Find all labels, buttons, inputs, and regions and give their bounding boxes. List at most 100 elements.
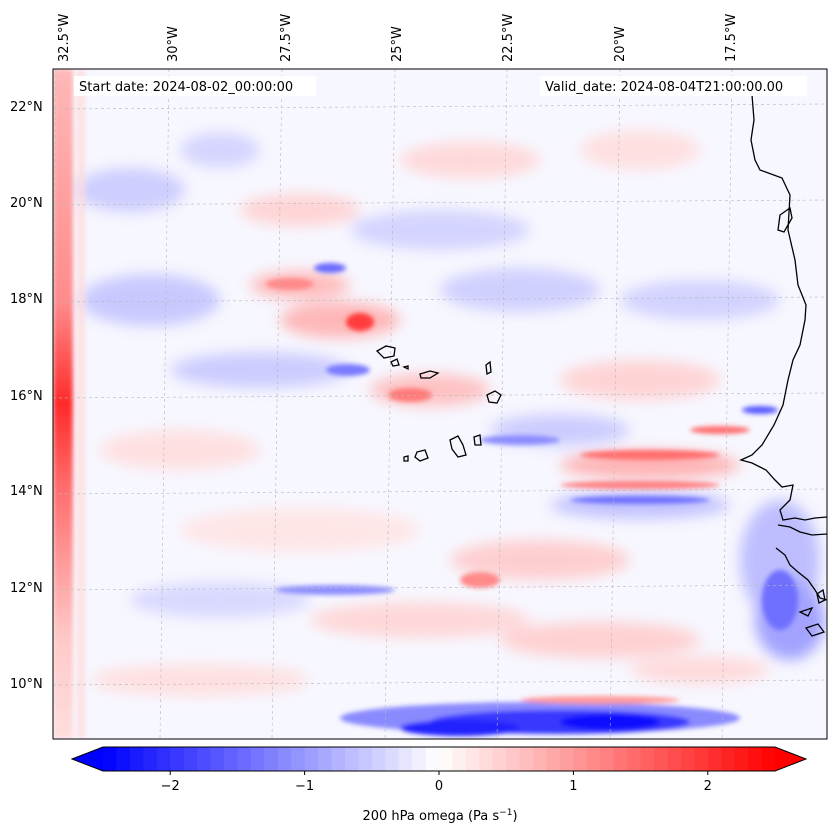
omega-patch xyxy=(400,142,540,178)
start-date-label: Start date: 2024-08-02_00:00:00 xyxy=(79,80,293,95)
colorbar-cell xyxy=(734,747,749,771)
colorbar-cell xyxy=(358,747,373,771)
colorbar-cell xyxy=(640,747,655,771)
lon-tick-label: 32.5°W xyxy=(57,14,72,62)
island-outline xyxy=(804,623,826,637)
omega-patch xyxy=(370,374,490,406)
lon-tick-label: 27.5°W xyxy=(279,14,294,62)
colorbar-cell xyxy=(197,747,212,771)
colorbar-cell xyxy=(654,747,669,771)
colorbar-cell xyxy=(183,747,198,771)
omega-patch xyxy=(130,582,310,618)
omega-patch xyxy=(580,130,700,170)
colorbar-cell xyxy=(559,747,574,771)
island-outline xyxy=(777,206,793,233)
lat-tick-label: 16°N xyxy=(10,389,43,404)
gambia-coastline xyxy=(777,524,827,536)
omega-streak xyxy=(480,435,560,445)
lon-tick-label: 20°W xyxy=(613,26,628,62)
colorbar-cell xyxy=(452,747,467,771)
colorbar-cell xyxy=(344,747,359,771)
omega-streak xyxy=(314,263,346,273)
omega-patch xyxy=(350,210,530,250)
lat-tick-label: 20°N xyxy=(10,196,43,211)
lat-tick-labels: 10°N 12°N 14°N 16°N 18°N 20°N 22°N xyxy=(10,100,43,692)
lon-tick-labels: 32.5°W 30°W 27.5°W 25°W 22.5°W 20°W 17.5… xyxy=(57,14,739,62)
omega-streak xyxy=(580,450,720,460)
island-brava xyxy=(403,455,409,462)
omega-streak xyxy=(388,388,432,402)
colorbar-cell xyxy=(116,747,131,771)
colorbar: −2 −1 0 1 2 200 hPa omega (Pa s−1) xyxy=(70,746,808,824)
omega-patch xyxy=(240,194,360,226)
omega-west-strip xyxy=(53,69,73,739)
colorbar-cell xyxy=(425,747,440,771)
colorbar-cell xyxy=(250,747,265,771)
lon-gridline xyxy=(271,69,283,739)
omega-streak xyxy=(560,481,720,489)
lon-gridline xyxy=(609,69,621,739)
colorbar-cell xyxy=(761,747,776,771)
omega-patch xyxy=(180,508,420,552)
omega-patch xyxy=(280,302,400,338)
omega-streak xyxy=(266,278,314,290)
omega-streak xyxy=(742,406,778,414)
island-boa-vista xyxy=(486,390,502,404)
colorbar-cell xyxy=(479,747,494,771)
colorbar-cell xyxy=(748,747,763,771)
omega-patch xyxy=(620,280,780,320)
lon-gridline xyxy=(159,69,170,739)
colorbar-cell xyxy=(707,747,722,771)
omega-patch xyxy=(310,602,530,638)
island-fogo xyxy=(414,449,429,462)
map-frame xyxy=(52,68,828,740)
omega-ascent-band xyxy=(520,696,680,704)
start-date-box xyxy=(74,76,316,96)
colorbar-cells xyxy=(103,747,776,771)
omega-patch xyxy=(560,360,720,400)
colorbar-cell xyxy=(170,747,185,771)
island-santiago xyxy=(449,435,467,458)
colorbar-cell xyxy=(533,747,548,771)
coastlines xyxy=(375,94,827,637)
omega-streak xyxy=(326,364,370,376)
lon-tick-label: 25°W xyxy=(390,26,405,62)
colorbar-cell xyxy=(237,747,252,771)
colorbar-tick-label: −1 xyxy=(295,779,314,794)
colorbar-cell xyxy=(680,747,695,771)
omega-streak xyxy=(690,426,750,434)
colorbar-extend-low xyxy=(72,747,103,771)
colorbar-cell xyxy=(492,747,507,771)
colorbar-outline xyxy=(70,746,808,772)
colorbar-cell xyxy=(573,747,588,771)
island-sal xyxy=(485,360,492,375)
lat-tick-label: 18°N xyxy=(10,292,43,307)
colorbar-cell xyxy=(156,747,171,771)
lon-gridline xyxy=(384,69,396,739)
colorbar-label-text: 200 hPa omega (Pa s xyxy=(362,809,499,824)
omega-patch xyxy=(500,622,700,658)
colorbar-cell xyxy=(586,747,601,771)
colorbar-cell xyxy=(627,747,642,771)
colorbar-cell xyxy=(613,747,628,771)
colorbar-cell xyxy=(398,747,413,771)
island-sao-vicente xyxy=(390,358,400,367)
colorbar-tick-label: 1 xyxy=(569,779,577,794)
omega-streak xyxy=(570,496,710,504)
omega-patch xyxy=(170,352,350,388)
omega-streak xyxy=(346,313,374,331)
omega-patch xyxy=(630,656,770,684)
omega-patch xyxy=(80,274,220,326)
lat-tick-label: 22°N xyxy=(10,100,43,115)
omega-patch xyxy=(550,491,730,519)
colorbar-cell xyxy=(223,747,238,771)
colorbar-cell xyxy=(304,747,319,771)
valid-date-label: Valid_date: 2024-08-04T21:00:00.00 xyxy=(545,80,783,95)
lat-tick-label: 10°N xyxy=(10,677,43,692)
colorbar-cell xyxy=(465,747,480,771)
omega-patch xyxy=(450,540,630,580)
island-outline xyxy=(816,588,826,604)
lat-tick-label: 14°N xyxy=(10,484,43,499)
colorbar-cell xyxy=(667,747,682,771)
colorbar-label-close: ) xyxy=(512,809,517,824)
